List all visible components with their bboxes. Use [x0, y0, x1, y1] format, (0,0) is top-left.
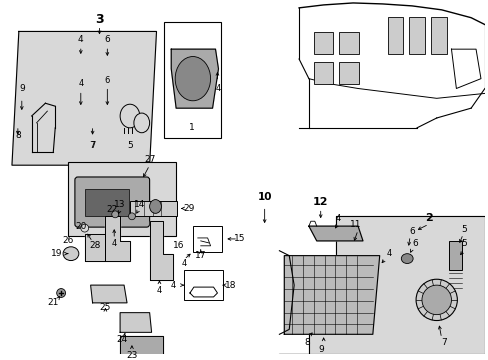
Ellipse shape	[81, 224, 88, 232]
Ellipse shape	[134, 113, 149, 133]
Text: 9: 9	[318, 345, 324, 354]
Text: 8: 8	[15, 131, 20, 140]
Text: 9: 9	[19, 84, 24, 93]
Text: 5: 5	[461, 239, 466, 248]
Text: 2: 2	[424, 213, 432, 223]
Bar	[84, 189, 129, 216]
Bar	[339, 62, 358, 84]
Polygon shape	[105, 216, 130, 261]
Text: 24: 24	[116, 335, 127, 344]
Text: 6: 6	[408, 226, 414, 235]
Text: 20: 20	[75, 222, 86, 231]
Text: 3: 3	[95, 13, 103, 26]
Polygon shape	[149, 221, 173, 280]
Text: 25: 25	[100, 303, 111, 312]
Ellipse shape	[415, 279, 456, 320]
Bar	[447, 241, 461, 270]
Text: 17: 17	[195, 251, 206, 260]
Polygon shape	[279, 216, 484, 354]
Ellipse shape	[149, 199, 161, 213]
Text: 7: 7	[441, 338, 447, 347]
Text: 18: 18	[224, 281, 236, 290]
Bar	[408, 17, 424, 54]
Text: 8: 8	[304, 338, 309, 347]
Text: 6: 6	[104, 35, 110, 44]
Text: 4: 4	[157, 285, 162, 294]
Bar	[183, 270, 223, 300]
Text: 15: 15	[234, 234, 245, 243]
Polygon shape	[120, 313, 151, 332]
Text: 23: 23	[126, 351, 137, 360]
Bar	[430, 17, 446, 54]
Text: 21: 21	[47, 298, 59, 307]
Text: 13: 13	[114, 200, 125, 209]
Bar	[164, 22, 221, 138]
Text: 4: 4	[386, 249, 391, 258]
Bar	[192, 226, 222, 252]
Text: 4: 4	[335, 214, 340, 223]
Polygon shape	[308, 226, 362, 241]
Text: 28: 28	[89, 241, 100, 250]
Text: 14: 14	[134, 200, 145, 209]
Text: 27: 27	[143, 155, 155, 164]
Text: 16: 16	[173, 241, 184, 250]
Text: 19: 19	[51, 249, 63, 258]
Bar	[313, 62, 333, 84]
Text: 6: 6	[104, 76, 110, 85]
Ellipse shape	[63, 247, 79, 261]
Text: 4: 4	[181, 259, 186, 268]
Text: 4: 4	[170, 281, 176, 290]
Text: 1: 1	[189, 123, 194, 132]
Text: 22: 22	[106, 205, 118, 214]
Text: 11: 11	[349, 220, 361, 229]
Text: 29: 29	[183, 204, 194, 213]
Ellipse shape	[57, 289, 65, 297]
Ellipse shape	[401, 254, 412, 264]
Polygon shape	[171, 49, 218, 108]
Bar	[339, 32, 358, 54]
Text: 5: 5	[461, 225, 466, 234]
Text: 5: 5	[127, 141, 133, 150]
Text: 6: 6	[411, 239, 417, 248]
Bar	[130, 201, 177, 216]
Bar	[387, 17, 403, 54]
Text: 4: 4	[78, 79, 83, 88]
Ellipse shape	[175, 57, 210, 101]
Polygon shape	[84, 234, 105, 261]
Polygon shape	[284, 256, 379, 334]
Text: 4: 4	[215, 84, 221, 93]
Ellipse shape	[128, 213, 135, 220]
Text: 26: 26	[62, 237, 74, 246]
Polygon shape	[12, 31, 156, 165]
Ellipse shape	[120, 104, 140, 128]
Ellipse shape	[421, 285, 450, 315]
Text: 4: 4	[111, 239, 117, 248]
Text: 4: 4	[78, 35, 83, 44]
Text: 7: 7	[89, 141, 95, 150]
Ellipse shape	[112, 211, 119, 218]
Bar	[68, 162, 176, 236]
Text: 12: 12	[312, 197, 328, 207]
FancyBboxPatch shape	[75, 177, 149, 227]
Polygon shape	[120, 336, 163, 354]
Text: 10: 10	[257, 192, 271, 202]
Text: 7: 7	[90, 141, 95, 150]
Polygon shape	[90, 285, 127, 303]
Bar	[313, 32, 333, 54]
